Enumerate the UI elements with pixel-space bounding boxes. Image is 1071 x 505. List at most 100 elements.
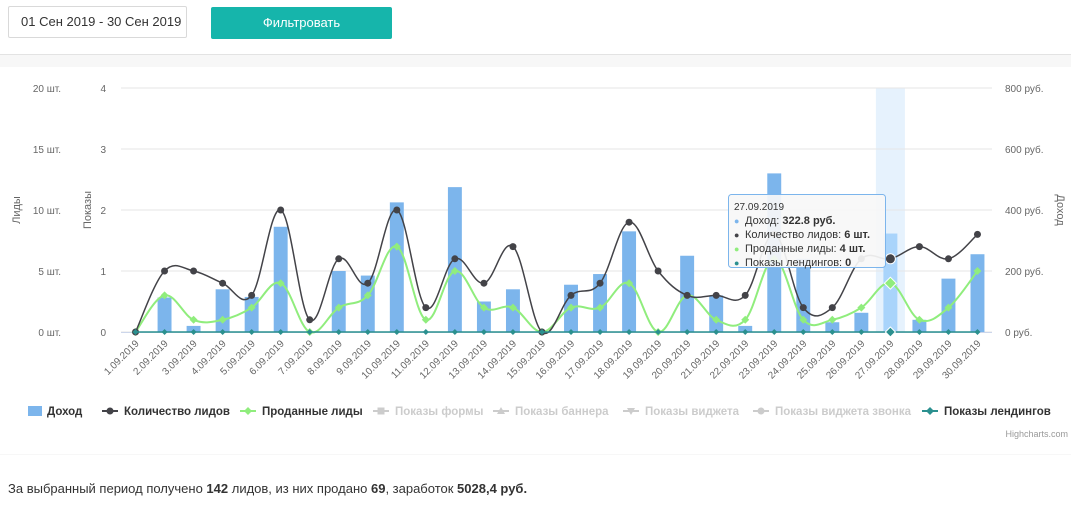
legend-label: Проданные лиды (262, 406, 363, 418)
combo-chart: 0 шт. 0 0 руб. 5 шт. 1 200 руб. 10 шт. 2 400 руб… (11, 83, 1068, 439)
income-bar (215, 289, 230, 332)
leads-count-point (944, 255, 952, 263)
sold-leads-point (276, 279, 285, 288)
leads-count-point (364, 279, 372, 287)
leads-count-point (596, 279, 604, 287)
sold-leads-point (915, 315, 924, 324)
landing-views-point (916, 329, 923, 335)
tooltip-row-marker: ● (734, 258, 739, 268)
legend-item[interactable]: Доход (28, 406, 83, 418)
leads-count-point (828, 304, 836, 312)
sold-leads-point (334, 303, 343, 312)
income-bar (912, 319, 927, 332)
tooltip-row-marker: ● (734, 230, 739, 240)
legend-label: Показы виджета (645, 406, 740, 418)
sold-leads-point (218, 315, 227, 324)
landing-views-point (742, 329, 749, 335)
leads-count-point (509, 243, 517, 251)
right-tick-label: 400 руб. (1005, 205, 1044, 217)
left-inner-tick-label: 2 (100, 206, 106, 217)
left-outer-axis-title: Лиды (11, 196, 23, 224)
landing-views-point (335, 329, 342, 335)
landing-views-point (306, 329, 313, 335)
leads-count-point (393, 206, 401, 214)
leads-count-point (625, 218, 633, 226)
left-inner-tick-label: 0 (100, 328, 106, 339)
credits-link[interactable]: Highcharts.com (1005, 429, 1068, 439)
landing-views-point (884, 326, 897, 338)
left-outer-tick-label: 5 шт. (38, 267, 61, 278)
landing-views-point (829, 329, 836, 335)
legend-item[interactable]: Показы лендингов (922, 406, 1051, 418)
landing-views-point (974, 329, 981, 335)
legend-item[interactable]: Показы формы (373, 406, 484, 418)
legend-symbol-marker (377, 407, 385, 415)
sold-leads-point (247, 303, 256, 312)
tooltip-row: Количество лидов: 6 шт. (745, 229, 870, 241)
legend-label: Показы лендингов (944, 406, 1051, 418)
legend-label: Доход (47, 406, 83, 418)
landing-views-point (480, 329, 487, 335)
filter-button[interactable]: Фильтровать (211, 7, 392, 39)
tooltip-row-marker: ● (734, 216, 739, 226)
left-outer-tick-label: 0 шт. (38, 328, 61, 339)
tooltip-box (728, 194, 886, 268)
landing-views-point (597, 329, 604, 335)
landing-views-point (190, 329, 197, 335)
landing-views-point (364, 329, 371, 335)
legend-symbol-bar (28, 406, 42, 416)
sold-leads-point (799, 315, 808, 324)
legend-item[interactable]: Показы виджета (623, 406, 740, 418)
legend-label: Показы формы (395, 406, 484, 418)
sold-leads-point (741, 315, 750, 324)
date-range-input[interactable]: 01 Сен 2019 - 30 Сен 2019 (8, 6, 187, 38)
landing-views-point (509, 329, 516, 335)
income-bar (593, 274, 608, 332)
landing-views-point (277, 329, 284, 335)
legend-item[interactable]: Показы виджета звонка (753, 406, 912, 418)
sold-leads-point (479, 303, 488, 312)
leads-count-point (161, 267, 169, 275)
leads-count-point (654, 267, 662, 275)
landing-views-point (538, 329, 545, 335)
sold-leads-point (857, 303, 866, 312)
legend-item[interactable]: Показы баннера (493, 406, 609, 418)
leads-count-point (799, 304, 807, 312)
leads-count-point (567, 291, 575, 299)
sold-leads-point (828, 315, 837, 324)
sold-leads-point (944, 303, 953, 312)
legend-item[interactable]: Количество лидов (102, 406, 230, 418)
legend-label: Показы баннера (515, 406, 609, 418)
legend-item[interactable]: Проданные лиды (240, 406, 363, 418)
toolbar: 01 Сен 2019 - 30 Сен 2019 Фильтровать (0, 0, 1071, 55)
leads-count-point (190, 267, 198, 275)
income-bar (825, 322, 840, 332)
landing-views-point (219, 329, 226, 335)
income-bar (854, 312, 869, 332)
sold-leads-point (567, 303, 576, 312)
left-outer-tick-label: 20 шт. (33, 84, 61, 95)
legend-symbol-marker (244, 407, 252, 415)
sold-leads-point (712, 315, 721, 324)
summary-mid2: , заработок (385, 481, 458, 496)
landing-views-point (422, 329, 429, 335)
leads-count-point (741, 291, 749, 299)
leads-count-point (683, 291, 691, 299)
leads-count-point (248, 291, 256, 299)
income-bar (970, 254, 985, 332)
sold-leads-point (160, 291, 169, 300)
landing-views-point (626, 329, 633, 335)
income-bar (157, 297, 172, 332)
landing-views-point (161, 329, 168, 335)
tooltip: 27.09.2019 ● Доход: 322.8 руб. ● Количество … (728, 194, 886, 269)
chart-container: 0 шт. 0 0 руб. 5 шт. 1 200 руб. 10 шт. 2 400 руб… (0, 67, 1071, 454)
sold-leads-point (363, 291, 372, 300)
left-outer-tick-label: 15 шт. (33, 145, 61, 156)
summary-earned: 5028,4 руб. (457, 481, 528, 496)
landing-views-point (858, 329, 865, 335)
legend-symbol-marker (926, 407, 934, 415)
leads-count-point (915, 243, 923, 251)
summary-text: За выбранный период получено 142 лидов, … (8, 481, 527, 496)
sold-leads-point (450, 267, 459, 275)
legend-label: Количество лидов (124, 406, 230, 418)
